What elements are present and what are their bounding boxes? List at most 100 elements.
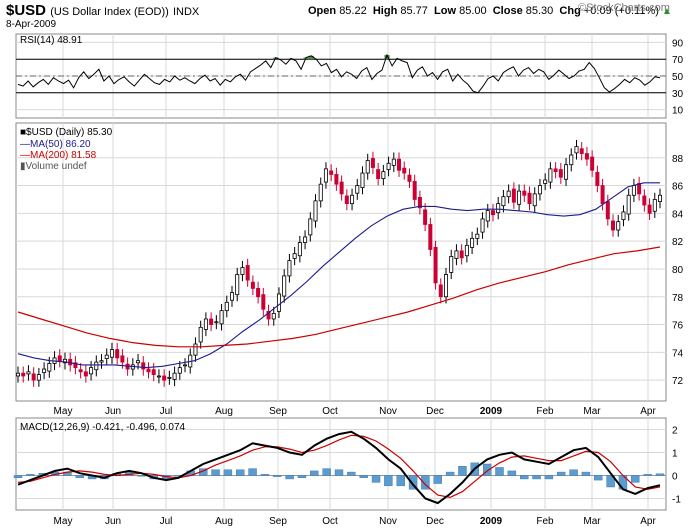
high-value: 85.77 xyxy=(400,5,428,17)
price-candle xyxy=(339,181,344,195)
price-candle xyxy=(647,204,652,214)
price-candle xyxy=(177,367,182,374)
price-candle xyxy=(407,174,412,182)
macd-histogram-bar xyxy=(544,475,554,480)
price-candle xyxy=(595,171,600,186)
price-candle xyxy=(344,195,349,205)
chg-label: Chg xyxy=(559,5,581,17)
stockcharts-brand[interactable]: ©StockCharts.com xyxy=(578,2,670,14)
price-candle xyxy=(261,294,266,310)
price-candle xyxy=(151,369,156,375)
price-candle xyxy=(47,363,52,372)
price-x-label: Aug xyxy=(215,406,233,417)
price-candle xyxy=(522,190,527,196)
price-tick-label: 76 xyxy=(672,321,684,332)
price-tick-label: 74 xyxy=(672,348,684,359)
price-candle xyxy=(626,194,631,215)
open-label: Open xyxy=(308,5,337,17)
price-candle xyxy=(292,253,297,259)
price-candle xyxy=(57,355,62,362)
price-candle xyxy=(78,369,83,373)
price-candle xyxy=(459,250,464,259)
macd-histogram-bar xyxy=(594,475,603,481)
price-panel xyxy=(15,122,667,402)
price-candle xyxy=(240,267,245,275)
price-candle xyxy=(438,284,443,298)
rsi-tick-label: 30 xyxy=(672,89,684,100)
macd-line xyxy=(17,430,661,505)
macd-histogram-bar xyxy=(260,474,270,476)
price-candle xyxy=(652,199,657,212)
price-candle xyxy=(564,164,569,180)
macd-histogram-bar xyxy=(433,475,442,484)
macd-histogram-bar xyxy=(223,469,233,476)
macd-tick-label: -1 xyxy=(672,495,681,506)
price-tick-label: 72 xyxy=(672,376,684,387)
macd-x-label: Feb xyxy=(536,516,554,527)
price-candle xyxy=(141,362,146,370)
symbol-name: (US Dollar Index (EOD)) xyxy=(50,6,169,18)
price-candle xyxy=(271,313,276,320)
price-tick-label: 78 xyxy=(672,293,684,304)
rsi-tick-label: 50 xyxy=(672,72,684,83)
macd-tick-label: 0 xyxy=(672,472,678,483)
price-candle xyxy=(370,158,375,168)
price-candle xyxy=(475,233,480,239)
price-candle xyxy=(266,310,271,320)
price-candle xyxy=(94,361,99,371)
price-candle xyxy=(308,218,313,236)
rsi-overbought-fill xyxy=(308,55,314,60)
price-candle xyxy=(42,368,47,373)
low-label: Low xyxy=(434,5,457,17)
price-candle xyxy=(412,180,417,200)
macd-tick-label: 1 xyxy=(672,449,678,460)
price-candle xyxy=(532,193,537,207)
rsi-tick-label: 10 xyxy=(672,106,684,117)
price-candle xyxy=(323,168,328,183)
price-candle xyxy=(433,247,438,284)
price-candle xyxy=(590,156,595,171)
price-candle xyxy=(318,183,323,202)
macd-x-label: 2009 xyxy=(480,516,503,527)
price-x-label: Jun xyxy=(105,406,121,417)
price-candle xyxy=(631,185,636,196)
macd-x-label: Jun xyxy=(105,516,121,527)
macd-histogram-bar xyxy=(297,475,307,478)
exchange: INDX xyxy=(172,6,200,18)
price-candle xyxy=(203,318,208,330)
price-candle xyxy=(558,169,563,178)
price-candle xyxy=(454,250,459,259)
price-candle xyxy=(600,185,605,205)
price-candle xyxy=(214,321,219,324)
price-candle xyxy=(62,358,67,364)
price-candle xyxy=(104,354,109,360)
price-candle xyxy=(89,367,94,375)
price-candle xyxy=(381,171,386,179)
price-candle xyxy=(386,162,391,170)
price-candle xyxy=(99,360,104,363)
macd-histogram-bar xyxy=(581,471,591,476)
price-candle xyxy=(423,209,428,225)
price-candle xyxy=(579,148,584,154)
macd-x-label: Mar xyxy=(583,516,601,527)
macd-histogram-bar xyxy=(507,470,517,476)
ma50-line xyxy=(17,182,660,369)
price-candle xyxy=(402,167,407,174)
rsi-overbought-fill xyxy=(384,55,390,60)
price-candle xyxy=(449,256,454,273)
macd-histogram-bar xyxy=(26,474,35,476)
price-candle xyxy=(355,185,360,194)
price-x-label: 2009 xyxy=(480,406,503,417)
price-candle xyxy=(15,372,20,377)
price-candle xyxy=(334,174,339,185)
price-candle xyxy=(584,153,589,160)
price-x-label: Oct xyxy=(322,406,338,417)
price-candle xyxy=(480,218,485,233)
price-candle xyxy=(496,203,501,214)
price-candle xyxy=(313,200,318,222)
price-title: ■$USD (Daily) 85.30 xyxy=(20,127,113,138)
macd-tick-label: 2 xyxy=(672,426,678,437)
macd-histogram-bar xyxy=(13,475,23,478)
price-candle xyxy=(637,183,642,195)
macd-histogram-bar xyxy=(285,475,294,480)
